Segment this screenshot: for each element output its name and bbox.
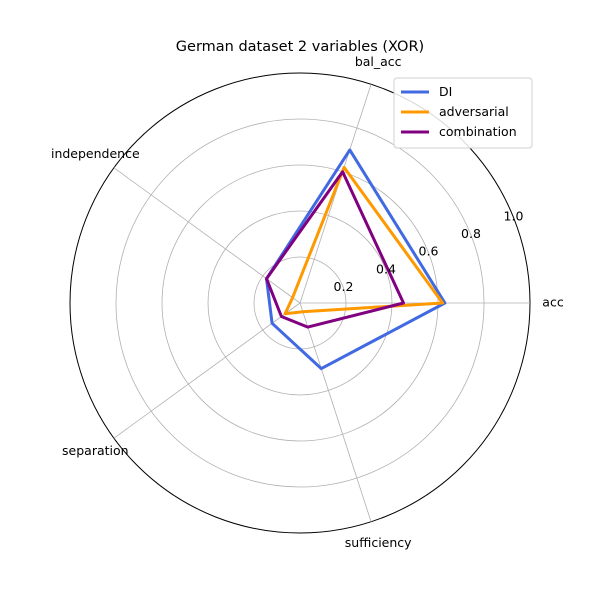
- series-line-DI: [265, 148, 447, 371]
- radial-tick-label: 1.0: [504, 208, 524, 223]
- radial-tick-label: 0.2: [334, 279, 354, 294]
- chart-legend: DI adversarial combination: [393, 77, 533, 149]
- series-line-combination: [265, 170, 405, 329]
- axis-label-acc: acc: [542, 295, 564, 310]
- chart-title: German dataset 2 variables (XOR): [176, 39, 424, 55]
- axis-label-bal_acc: bal_acc: [355, 54, 402, 69]
- axis-labels: acc bal_acc independence separation sufficie…: [51, 54, 564, 550]
- radar-spoke: [113, 167, 301, 304]
- legend-label-adversarial: adversarial: [439, 104, 509, 119]
- radial-tick-label: 0.8: [461, 226, 481, 241]
- axis-label-separation: separation: [62, 443, 129, 458]
- legend-label-DI: DI: [439, 84, 452, 99]
- legend-label-combination: combination: [439, 124, 517, 139]
- radial-tick-labels: 0.2 0.4 0.6 0.8 1.0: [334, 208, 524, 293]
- series-line-adversarial: [283, 165, 445, 316]
- axis-label-independence: independence: [51, 146, 140, 161]
- radial-tick-label: 0.4: [376, 261, 396, 276]
- radar-spoke: [113, 302, 301, 439]
- radar-spoke: [299, 84, 372, 304]
- radar-spoke: [299, 302, 372, 522]
- axis-label-sufficiency: sufficiency: [345, 535, 412, 550]
- radar-grid: [69, 72, 531, 534]
- radial-tick-label: 0.6: [419, 244, 439, 259]
- radar-series: [265, 148, 447, 371]
